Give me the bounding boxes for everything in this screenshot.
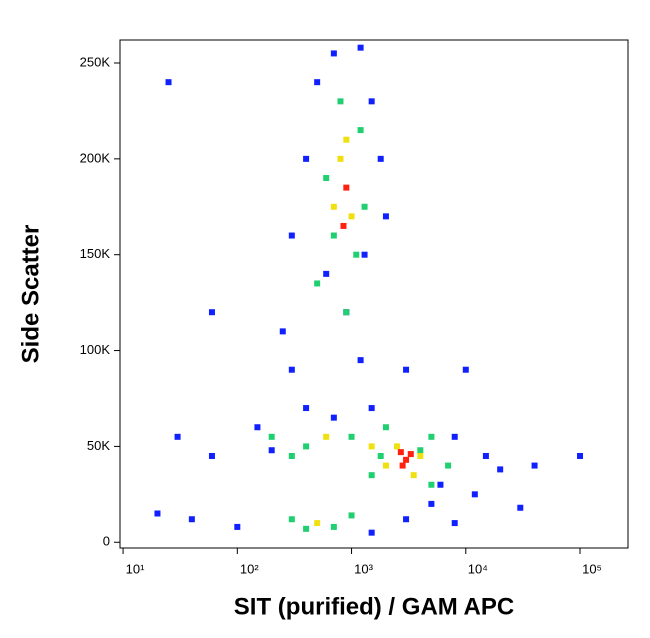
event-point [407, 451, 414, 458]
event-point [288, 452, 295, 459]
x-tick-label: 10⁴ [468, 561, 488, 576]
plot-frame [119, 39, 629, 549]
event-point [382, 462, 389, 469]
event-point [208, 452, 215, 459]
event-point [445, 462, 452, 469]
event-point [403, 456, 410, 463]
event-point [330, 523, 337, 530]
x-tick-label: 10² [240, 561, 259, 576]
event-point [394, 443, 401, 450]
event-point [353, 251, 360, 258]
event-point [314, 79, 321, 86]
event-point [577, 452, 584, 459]
event-point [399, 462, 406, 469]
event-point [531, 462, 538, 469]
event-point [279, 328, 286, 335]
event-point [471, 491, 478, 498]
event-point [288, 366, 295, 373]
event-point [451, 520, 458, 527]
event-point [288, 516, 295, 523]
event-point [314, 520, 321, 527]
y-tick-label: 200K [80, 150, 111, 165]
x-tick-label: 10⁵ [582, 561, 602, 576]
event-point [451, 433, 458, 440]
event-point [428, 500, 435, 507]
event-point [343, 136, 350, 143]
event-point [268, 433, 275, 440]
x-tick-label: 10¹ [126, 561, 145, 576]
event-point [330, 50, 337, 57]
event-point [330, 414, 337, 421]
event-point [348, 213, 355, 220]
event-point [337, 98, 344, 105]
event-point [303, 525, 310, 532]
event-point [323, 175, 330, 182]
event-point [174, 433, 181, 440]
event-point [268, 447, 275, 454]
event-point [330, 203, 337, 210]
event-point [397, 449, 404, 456]
event-point [314, 280, 321, 287]
event-point [348, 433, 355, 440]
event-point [482, 452, 489, 459]
y-tick-label: 150K [80, 246, 111, 261]
event-point [417, 447, 424, 454]
x-tick-label: 10³ [354, 561, 373, 576]
event-point [323, 270, 330, 277]
event-point [410, 472, 417, 479]
x-axis-title: SIT (purified) / GAM APC [234, 593, 514, 620]
event-point [428, 481, 435, 488]
event-point [497, 466, 504, 473]
y-tick-label: 100K [80, 342, 111, 357]
y-axis-title: Side Scatter [17, 225, 44, 364]
event-point [357, 357, 364, 364]
event-point [340, 222, 347, 229]
event-point [368, 529, 375, 536]
event-point [343, 309, 350, 316]
event-point [368, 98, 375, 105]
event-point [303, 155, 310, 162]
event-point [437, 481, 444, 488]
event-point [188, 516, 195, 523]
event-point [337, 155, 344, 162]
event-point [234, 523, 241, 530]
y-tick-label: 250K [80, 54, 111, 69]
event-point [254, 424, 261, 431]
event-point [382, 424, 389, 431]
event-point [517, 504, 524, 511]
event-point [288, 232, 295, 239]
event-point [462, 366, 469, 373]
event-point [154, 510, 161, 517]
event-point [303, 443, 310, 450]
event-point [323, 433, 330, 440]
event-point [403, 516, 410, 523]
event-point [382, 213, 389, 220]
event-point [428, 433, 435, 440]
y-tick-label: 0 [103, 534, 110, 549]
event-point [208, 309, 215, 316]
event-point [343, 184, 350, 191]
event-point [377, 155, 384, 162]
event-point [368, 443, 375, 450]
event-point [361, 203, 368, 210]
event-point [348, 512, 355, 519]
event-point [368, 472, 375, 479]
event-point [361, 251, 368, 258]
event-point [357, 44, 364, 51]
event-point [368, 405, 375, 412]
event-point [330, 232, 337, 239]
event-point [303, 405, 310, 412]
event-point [165, 79, 172, 86]
event-point [377, 452, 384, 459]
event-point [403, 366, 410, 373]
event-point [357, 127, 364, 134]
y-tick-label: 50K [87, 438, 110, 453]
event-point [417, 452, 424, 459]
